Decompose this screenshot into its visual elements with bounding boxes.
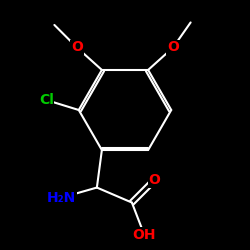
Text: O: O <box>71 40 83 54</box>
Text: H₂N: H₂N <box>47 190 76 204</box>
Text: O: O <box>148 173 160 187</box>
Text: Cl: Cl <box>39 93 54 107</box>
Text: O: O <box>167 40 179 54</box>
Text: OH: OH <box>133 228 156 242</box>
